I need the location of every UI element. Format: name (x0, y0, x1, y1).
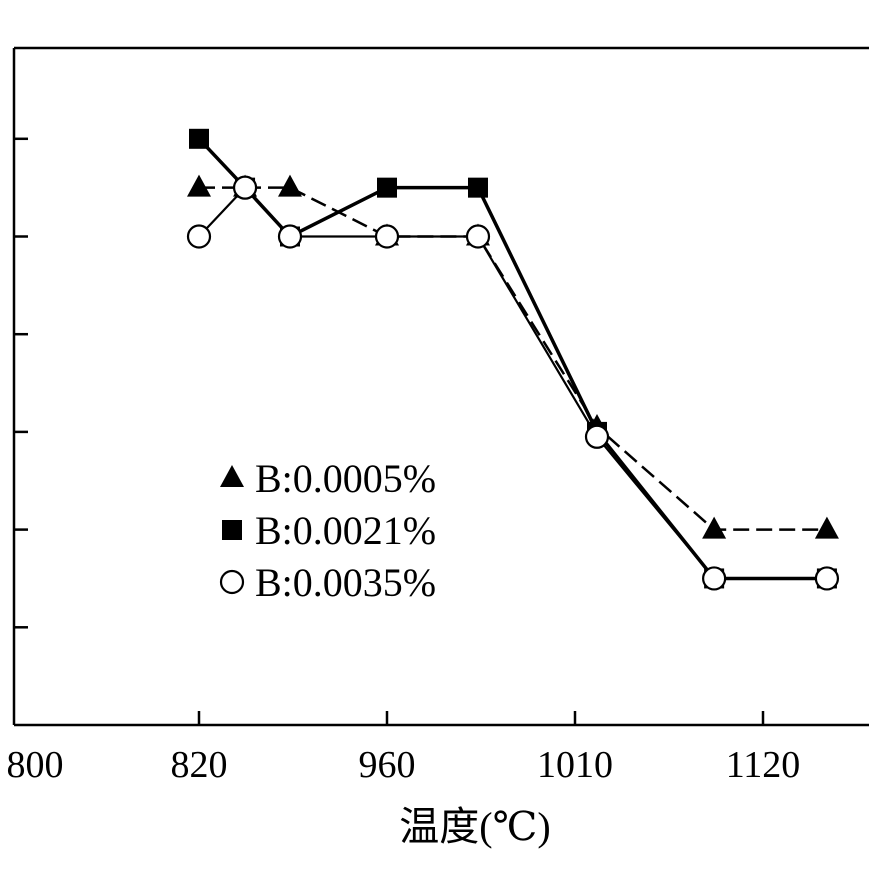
legend-label: B:0.0005% (255, 456, 436, 501)
triangle-marker (702, 516, 727, 539)
x-tick-label: 1120 (726, 744, 801, 786)
legend-circle-icon (219, 569, 245, 595)
circle-marker (374, 224, 400, 249)
square-marker (189, 128, 209, 149)
square-marker (467, 177, 488, 198)
circle-marker (465, 224, 491, 249)
legend: B:0.0005% B:0.0021% B:0.0035% (219, 456, 436, 605)
legend-label: B:0.0021% (255, 508, 436, 553)
legend-triangle-icon (220, 465, 244, 487)
triangle-marker (277, 174, 302, 197)
x-tick-label: 800 (7, 744, 64, 786)
x-tick-label: 960 (359, 744, 416, 786)
x-axis-label: 温度(℃) (399, 804, 550, 849)
circle-marker (232, 175, 258, 200)
triangle-marker (187, 174, 211, 197)
circle-marker (702, 566, 727, 591)
legend-square-icon (222, 520, 242, 540)
x-tick-label: 1010 (537, 744, 613, 786)
legend-label: B:0.0035% (255, 560, 436, 605)
square-marker (377, 177, 397, 198)
circle-marker (277, 224, 303, 249)
x-tick-label: 820 (171, 744, 228, 786)
circle-marker (584, 424, 610, 449)
circle-marker (186, 224, 212, 249)
triangle-marker (814, 516, 839, 539)
circle-marker (814, 566, 840, 591)
